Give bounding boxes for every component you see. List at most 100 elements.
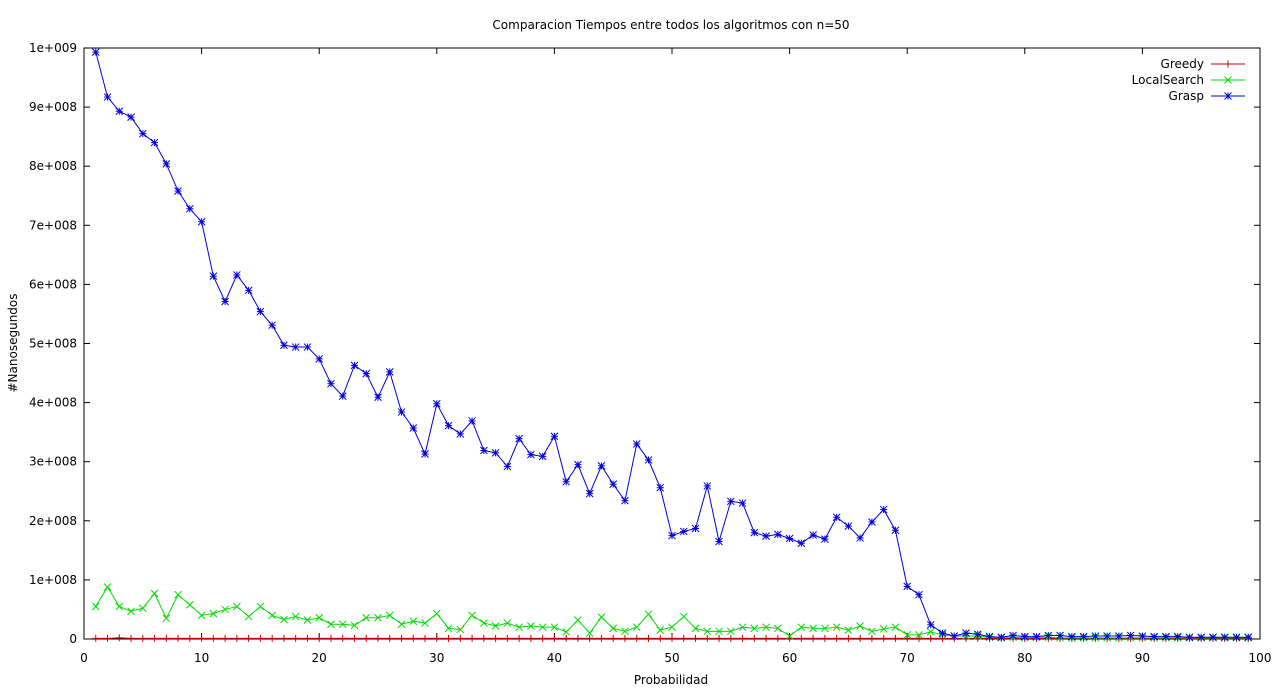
data-point-localsearch	[632, 623, 641, 632]
data-point-greedy	[762, 634, 770, 642]
data-point-greedy	[421, 634, 429, 642]
data-point-greedy	[797, 634, 805, 642]
data-point-localsearch	[350, 621, 359, 630]
data-point-grasp	[1103, 632, 1111, 640]
data-point-greedy	[151, 634, 159, 642]
data-point-localsearch	[209, 609, 218, 618]
data-point-localsearch	[691, 624, 700, 633]
x-axis-label: Probabilidad	[634, 673, 708, 687]
data-point-greedy	[562, 634, 570, 642]
data-point-localsearch	[127, 607, 135, 616]
data-point-grasp	[950, 632, 959, 640]
data-point-greedy	[550, 634, 558, 642]
data-point-grasp	[291, 343, 300, 351]
data-point-localsearch	[527, 622, 535, 630]
data-point-greedy	[198, 634, 206, 642]
data-point-localsearch	[821, 624, 829, 633]
data-point-greedy	[891, 634, 899, 642]
data-point-localsearch	[491, 622, 500, 630]
data-point-greedy	[92, 634, 100, 642]
series-line-grasp	[95, 52, 1249, 638]
data-point-grasp	[1244, 633, 1253, 642]
data-point-grasp	[703, 482, 712, 490]
data-point-grasp	[938, 629, 947, 637]
data-point-grasp	[1091, 632, 1100, 640]
legend-item-grasp: Grasp	[1169, 89, 1245, 103]
data-point-grasp	[550, 432, 559, 441]
data-point-localsearch	[609, 624, 618, 633]
data-point-grasp	[856, 534, 865, 542]
data-point-localsearch	[644, 610, 653, 619]
data-point-localsearch	[773, 624, 782, 633]
y-tick-label: 4e+008	[29, 396, 77, 410]
data-point-grasp	[797, 539, 806, 548]
legend-marker	[1224, 60, 1232, 68]
data-point-grasp	[185, 204, 194, 213]
data-point-grasp	[409, 424, 418, 432]
data-point-grasp	[1032, 632, 1041, 641]
data-point-grasp	[456, 430, 465, 438]
data-point-grasp	[91, 48, 100, 56]
legend-item-localsearch: LocalSearch	[1132, 73, 1245, 87]
data-point-grasp	[750, 528, 759, 537]
data-point-greedy	[433, 634, 441, 642]
data-point-grasp	[233, 271, 241, 279]
data-point-grasp	[809, 531, 817, 539]
plot-frame	[83, 47, 1261, 640]
data-point-localsearch	[185, 600, 194, 609]
data-point-grasp	[491, 448, 500, 457]
data-point-grasp	[926, 620, 935, 629]
data-point-localsearch	[244, 612, 253, 621]
data-point-grasp	[1173, 632, 1182, 641]
data-point-localsearch	[574, 616, 582, 624]
y-tick-label: 9e+008	[29, 100, 77, 114]
data-point-greedy	[245, 634, 253, 642]
data-point-localsearch	[268, 611, 277, 620]
data-point-greedy	[280, 634, 288, 642]
data-point-greedy	[680, 634, 688, 642]
data-point-grasp	[715, 537, 723, 546]
data-point-localsearch	[468, 611, 476, 620]
data-point-grasp	[385, 368, 394, 376]
data-point-localsearch	[256, 602, 265, 611]
x-tick-label: 100	[1249, 651, 1272, 665]
data-point-localsearch	[479, 619, 488, 627]
data-point-grasp	[479, 446, 488, 455]
data-point-grasp	[374, 393, 382, 402]
data-point-greedy	[927, 634, 935, 642]
data-point-greedy	[398, 634, 406, 642]
data-point-greedy	[880, 634, 888, 642]
data-point-localsearch	[385, 611, 394, 620]
data-point-grasp	[1162, 632, 1170, 641]
data-point-localsearch	[832, 623, 841, 632]
data-point-grasp	[127, 113, 135, 122]
data-point-localsearch	[315, 613, 324, 622]
data-point-grasp	[668, 531, 676, 540]
x-tick-label: 40	[547, 651, 562, 665]
data-point-greedy	[750, 634, 758, 642]
data-point-greedy	[327, 634, 335, 642]
data-point-localsearch	[679, 612, 688, 621]
x-tick-label: 60	[782, 651, 797, 665]
data-point-greedy	[292, 634, 300, 642]
data-point-greedy	[350, 634, 358, 642]
data-point-grasp	[150, 138, 159, 147]
data-point-grasp	[315, 355, 324, 363]
data-point-greedy	[656, 634, 664, 642]
data-point-greedy	[609, 634, 617, 642]
data-point-grasp	[174, 187, 182, 195]
data-point-localsearch	[327, 620, 335, 629]
data-point-grasp	[1020, 632, 1029, 641]
data-point-localsearch	[656, 626, 665, 634]
data-point-greedy	[221, 634, 229, 642]
data-point-localsearch	[503, 619, 512, 627]
data-point-greedy	[186, 634, 194, 642]
data-point-localsearch	[374, 613, 382, 622]
data-point-grasp	[1044, 631, 1053, 640]
data-point-localsearch	[291, 612, 300, 621]
data-point-greedy	[856, 634, 864, 642]
data-point-greedy	[386, 634, 394, 642]
data-point-grasp	[562, 477, 571, 486]
legend-marker	[1224, 92, 1232, 100]
